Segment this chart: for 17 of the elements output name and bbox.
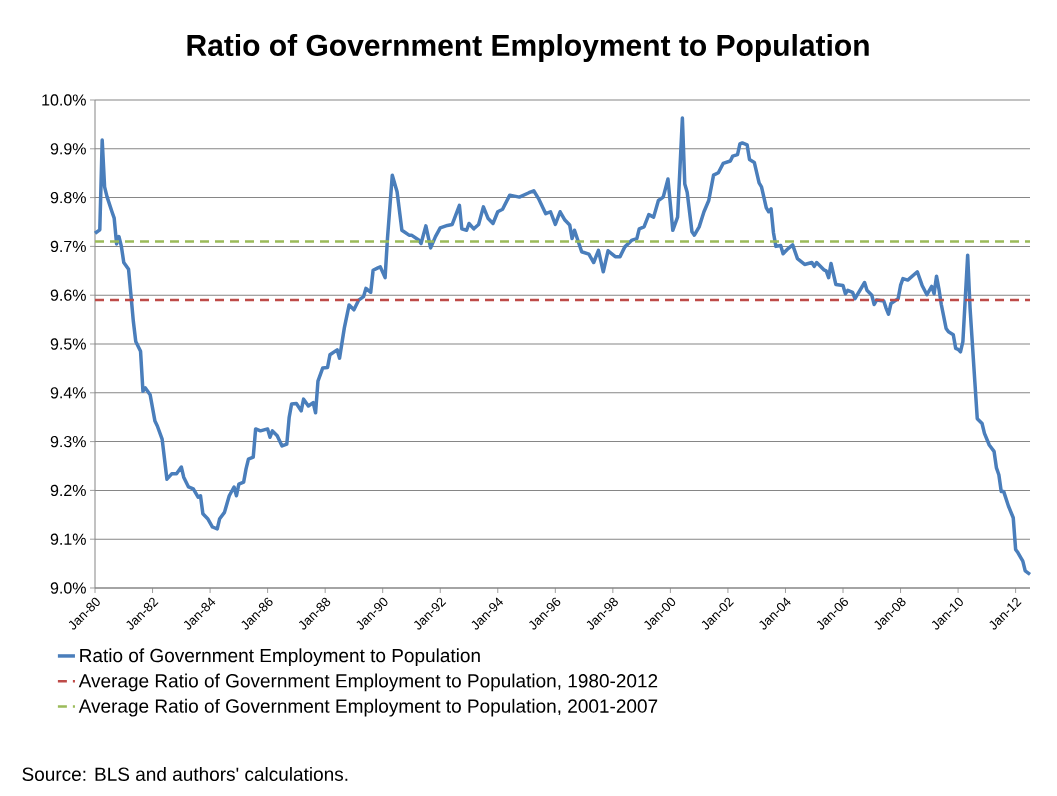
- y-tick-label: 9.8%: [50, 191, 86, 204]
- y-tick-label: 9.3%: [50, 435, 86, 448]
- source-note: Source: BLS and authors' calculations.: [22, 767, 348, 781]
- y-tick-label: 9.6%: [50, 289, 86, 301]
- y-tick-label: 9.9%: [50, 143, 86, 155]
- legend-label: Ratio of Government Employment to Population: [80, 648, 480, 667]
- legend-label: Average Ratio of Government Employment to Population, 1980-2012: [78, 673, 658, 692]
- y-tick-label: 9.5%: [50, 338, 86, 350]
- y-tick-label: 10.0%: [42, 94, 86, 106]
- y-tick-label: 9.0%: [50, 582, 86, 594]
- legend-label: Average Ratio of Government Employment to Population, 2001-2007: [78, 698, 658, 717]
- y-tick-label: 9.4%: [50, 387, 86, 399]
- y-tick-label: 9.1%: [50, 533, 86, 545]
- line-series: [93, 116, 1032, 577]
- y-tick-label: 9.7%: [50, 240, 86, 253]
- chart-title: Ratio of Government Employment to Population: [187, 34, 869, 62]
- y-tick-label: 9.2%: [50, 484, 86, 497]
